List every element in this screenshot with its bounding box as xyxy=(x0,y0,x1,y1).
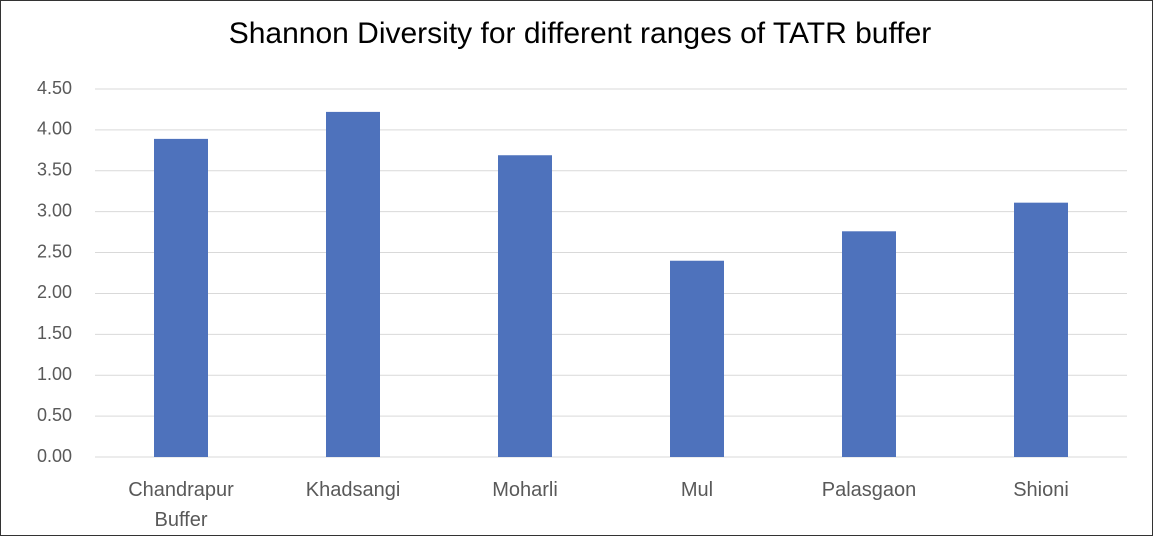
bar xyxy=(326,111,380,458)
x-tick-label: Moharli xyxy=(492,479,558,501)
x-tick-label: Mul xyxy=(680,479,714,501)
y-tick-label: 2.00 xyxy=(37,282,72,302)
x-tick-label: Khadsangi xyxy=(305,479,401,501)
x-tick-label: Shioni xyxy=(1013,479,1069,501)
bar xyxy=(842,231,896,457)
y-tick-label: 3.00 xyxy=(37,200,72,220)
bar xyxy=(154,138,208,457)
y-tick-label: 4.00 xyxy=(37,119,72,139)
chart-title: Shannon Diversity for different ranges o… xyxy=(229,17,932,50)
x-tick-label: Palasgaon xyxy=(821,479,917,501)
bar xyxy=(498,155,552,458)
bar xyxy=(1014,202,1068,457)
y-tick-label: 0.50 xyxy=(37,405,72,425)
y-tick-label: 0.00 xyxy=(37,446,72,466)
y-tick-label: 1.50 xyxy=(37,323,72,343)
bar xyxy=(670,260,724,457)
y-tick-label: 4.50 xyxy=(37,78,72,98)
y-tick-label: 3.50 xyxy=(37,160,72,180)
x-tick-label: Chandrapur Buffer xyxy=(128,479,234,531)
y-tick-label: 2.50 xyxy=(37,241,72,261)
y-tick-label: 1.00 xyxy=(37,364,72,384)
